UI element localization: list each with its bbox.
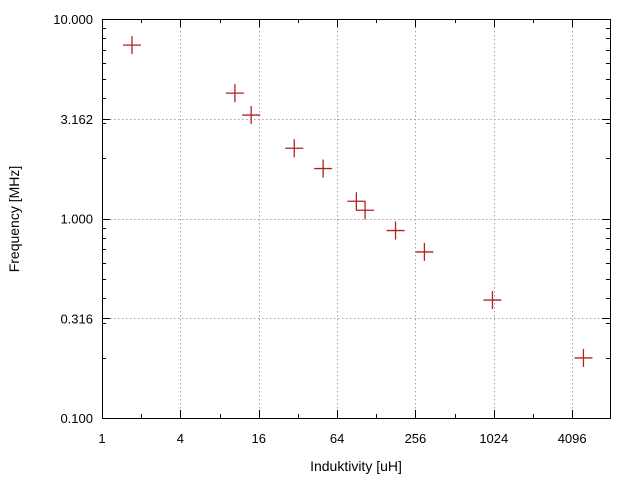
x-tick-labels: 1 4 16 64 256 1024 4096 <box>98 431 586 446</box>
x-tick-label: 1024 <box>479 431 508 446</box>
y-tick-label: 0.316 <box>60 311 93 326</box>
data-point <box>483 291 502 310</box>
data-point <box>285 139 304 158</box>
data-point <box>347 192 366 211</box>
data-point <box>415 242 434 261</box>
data-point <box>386 221 405 240</box>
y-tick-label: 10.000 <box>53 12 93 27</box>
axis-ticks <box>102 19 610 419</box>
x-tick-label: 16 <box>251 431 265 446</box>
x-tick-label: 4 <box>177 431 184 446</box>
y-tick-label: 1.000 <box>60 212 93 227</box>
x-tick-label: 1 <box>98 431 105 446</box>
data-point <box>242 106 261 125</box>
x-axis-label: Induktivity [uH] <box>310 458 402 474</box>
data-point <box>122 36 141 55</box>
data-point <box>314 159 333 178</box>
y-axis-label: Frequency [MHz] <box>6 166 22 273</box>
data-point <box>225 84 244 103</box>
x-tick-label: 256 <box>405 431 427 446</box>
data-points <box>122 36 593 367</box>
plot-frame <box>102 19 611 419</box>
data-point <box>574 348 593 367</box>
y-tick-labels: 0.100 0.316 1.000 3.162 10.000 <box>53 12 93 426</box>
data-point <box>356 201 375 220</box>
y-tick-label: 3.162 <box>60 112 93 127</box>
y-tick-label: 0.100 <box>60 411 93 426</box>
grid <box>102 19 610 418</box>
x-tick-label: 4096 <box>558 431 587 446</box>
x-tick-label: 64 <box>330 431 344 446</box>
